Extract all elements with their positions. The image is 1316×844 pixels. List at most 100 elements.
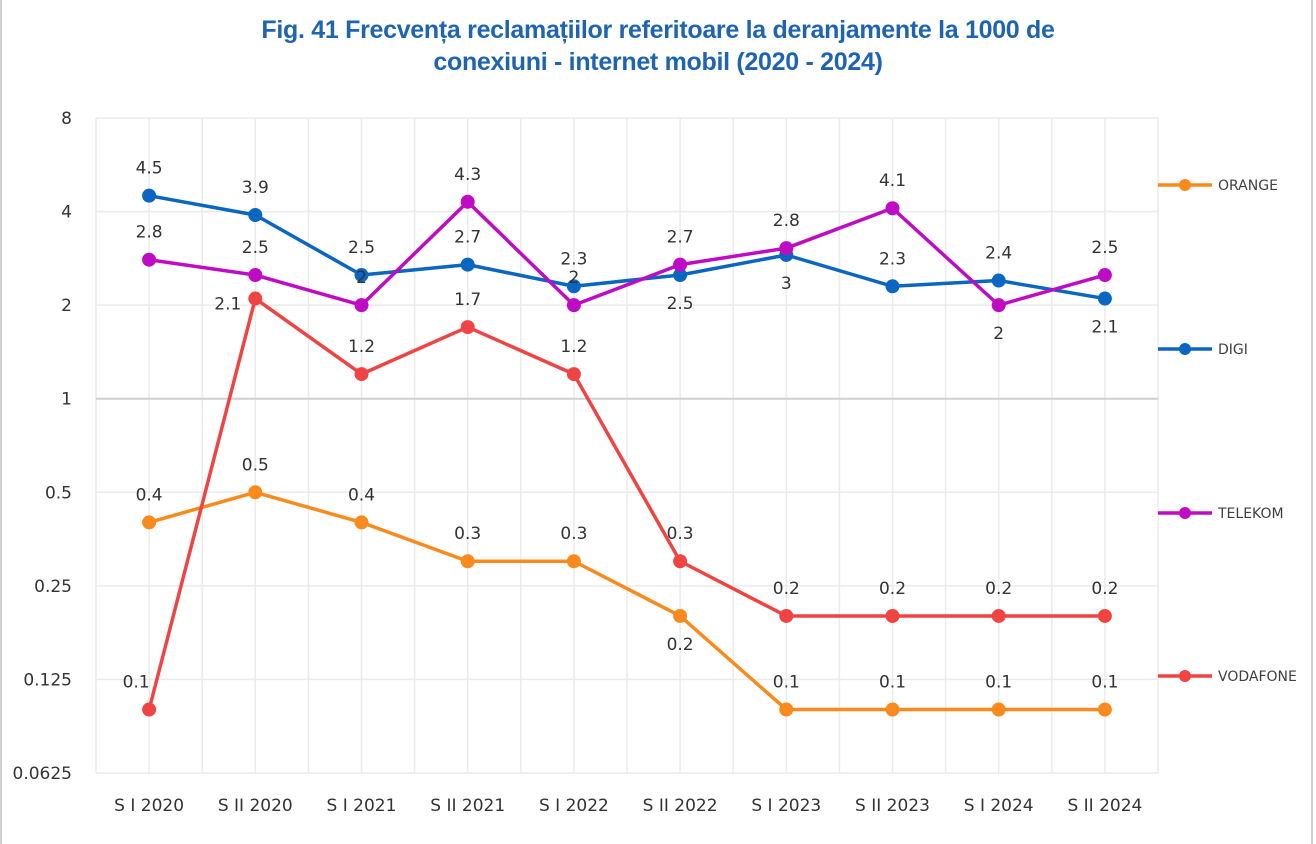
data-label-digi: 3.9 [242,178,269,198]
data-label-digi: 4.5 [136,159,163,179]
data-labels: 0.4 0.5 0.4 0.3 0.3 0.2 0.1 0.1 0.1 0.1 4.5 3.9 2.5 2… [123,159,1119,693]
legend-marker-icon [1179,343,1191,355]
data-label-orange: 0.4 [136,485,163,505]
data-label-telekom: 2 [568,268,579,288]
data-point-vodafone [885,608,900,623]
data-point-orange [460,554,475,569]
series-line-digi [148,193,1106,301]
data-label-vodafone: 0.2 [773,579,800,599]
y-tick-label: 0.0625 [13,764,72,784]
chart-title: Fig. 41 Frecvența reclamațiilor referito… [0,14,1316,78]
data-label-orange: 0.3 [560,524,587,544]
legend-marker-icon [1179,179,1191,191]
data-label-orange: 0.3 [454,524,481,544]
data-point-telekom [566,298,581,313]
data-point-telekom [885,201,900,216]
x-tick-label: S I 2022 [539,796,609,816]
data-label-vodafone: 0.2 [879,579,906,599]
data-point-digi [354,268,369,283]
data-label-vodafone: 1.2 [560,337,587,357]
data-label-orange: 0.1 [1091,673,1118,693]
y-axis: 8 4 2 1 0.5 0.25 0.125 0.0625 [13,109,72,784]
data-label-vodafone: 0.3 [667,524,694,544]
data-label-digi: 2.7 [454,228,481,248]
legend-item-orange: ORANGE [1158,178,1278,194]
data-point-telekom [779,241,794,256]
x-tick-label: S II 2022 [643,796,718,816]
data-label-telekom: 2.7 [667,228,694,248]
data-label-digi: 2.5 [348,238,375,258]
data-label-vodafone: 2.1 [214,295,241,315]
data-label-vodafone: 0.1 [123,673,150,693]
y-tick-label: 8 [61,109,72,129]
x-tick-label: S I 2020 [114,796,184,816]
series-line-telekom [148,200,1106,307]
x-tick-label: S II 2020 [218,796,293,816]
data-point-vodafone [673,554,688,569]
data-label-digi: 2.5 [667,294,694,314]
data-point-orange [354,515,369,530]
data-point-digi [142,188,157,203]
x-tick-label: S I 2024 [964,796,1034,816]
x-axis: S I 2020 S II 2020 S I 2021 S II 2021 S I 20… [114,796,1142,816]
legend-item-vodafone: VODAFONE [1158,669,1297,685]
data-point-digi [673,268,688,283]
data-point-digi [460,257,475,272]
y-tick-label: 1 [61,390,72,410]
data-point-telekom [354,298,369,313]
data-point-vodafone [1097,608,1112,623]
data-point-telekom [142,252,157,267]
series-markers [142,188,1112,717]
y-tick-label: 0.5 [45,483,72,503]
data-point-orange [248,485,263,500]
data-point-vodafone [566,367,581,382]
data-label-telekom: 2.5 [1091,238,1118,258]
data-label-telekom: 4.3 [454,165,481,185]
data-point-telekom [460,194,475,209]
data-label-digi: 3 [781,274,792,294]
chart-title-line-2: conexiuni - internet mobil (2020 - 2024) [433,48,883,76]
data-label-orange: 0.5 [242,455,269,475]
data-label-telekom: 2 [993,324,1004,344]
legend-label: DIGI [1218,342,1248,358]
y-tick-label: 0.25 [34,577,72,597]
data-point-orange [991,702,1006,717]
legend-marker-icon [1179,670,1191,682]
data-label-telekom: 2.5 [242,238,269,258]
data-label-digi: 2.3 [560,249,587,269]
data-point-telekom [673,257,688,272]
data-point-orange [566,554,581,569]
x-tick-label: S II 2021 [430,796,505,816]
data-point-orange [1097,702,1112,717]
legend-label: VODAFONE [1218,669,1297,685]
data-point-vodafone [354,367,369,382]
y-tick-label: 2 [61,296,72,316]
data-label-digi: 2.4 [985,244,1012,264]
legend-item-digi: DIGI [1158,342,1248,358]
y-tick-label: 0.125 [23,670,72,690]
series-lines [147,193,1106,712]
legend-label: ORANGE [1218,178,1278,194]
data-point-telekom [1097,268,1112,283]
data-label-telekom: 2.8 [136,223,163,243]
data-point-digi [1097,291,1112,306]
data-label-orange: 0.4 [348,485,375,505]
data-label-orange: 0.1 [985,673,1012,693]
data-point-digi [991,273,1006,288]
x-tick-label: S II 2023 [855,796,930,816]
legend-label: TELEKOM [1217,506,1284,522]
data-label-telekom: 2.8 [773,211,800,231]
data-point-vodafone [460,320,475,335]
y-tick-label: 4 [61,203,72,223]
data-point-digi [248,207,263,222]
data-point-orange [779,702,794,717]
data-point-orange [673,608,688,623]
data-point-vodafone [142,702,157,717]
series-line-orange [148,490,1105,712]
legend-marker-icon [1179,507,1191,519]
data-label-orange: 0.1 [773,673,800,693]
data-label-telekom: 2 [356,268,367,288]
x-tick-label: S I 2021 [327,796,397,816]
